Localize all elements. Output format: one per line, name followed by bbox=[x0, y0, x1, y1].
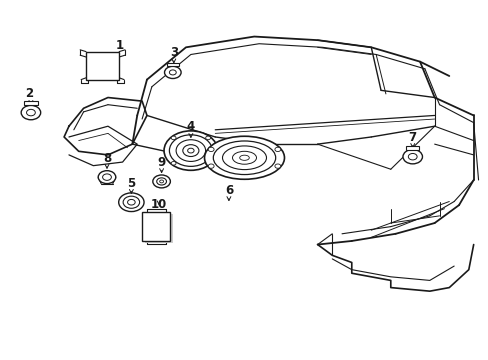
Bar bbox=[166, 63, 178, 66]
Circle shape bbox=[159, 180, 163, 183]
Bar bbox=[145, 214, 173, 243]
Ellipse shape bbox=[239, 155, 249, 160]
Circle shape bbox=[26, 109, 35, 116]
Circle shape bbox=[205, 136, 210, 140]
Bar bbox=[24, 101, 38, 105]
Bar bbox=[142, 212, 170, 241]
Circle shape bbox=[187, 148, 194, 153]
Bar bbox=[86, 51, 119, 80]
Text: 6: 6 bbox=[224, 184, 233, 197]
Circle shape bbox=[208, 164, 214, 168]
Circle shape bbox=[169, 70, 176, 75]
Text: 9: 9 bbox=[157, 156, 165, 169]
Text: 4: 4 bbox=[186, 121, 195, 134]
Circle shape bbox=[127, 199, 135, 205]
Circle shape bbox=[157, 178, 166, 185]
Text: 5: 5 bbox=[127, 177, 135, 190]
Circle shape bbox=[148, 217, 151, 219]
Circle shape bbox=[205, 162, 210, 165]
Circle shape bbox=[98, 171, 116, 184]
Ellipse shape bbox=[213, 141, 275, 175]
Circle shape bbox=[274, 164, 280, 168]
Text: 1: 1 bbox=[116, 39, 124, 52]
Circle shape bbox=[183, 145, 199, 157]
Text: 2: 2 bbox=[25, 87, 33, 100]
Text: 10: 10 bbox=[151, 198, 167, 211]
Circle shape bbox=[274, 147, 280, 152]
Circle shape bbox=[160, 217, 163, 219]
Circle shape bbox=[21, 105, 41, 120]
Circle shape bbox=[160, 233, 163, 235]
Circle shape bbox=[407, 153, 416, 160]
Circle shape bbox=[171, 162, 176, 165]
Circle shape bbox=[123, 196, 140, 208]
Circle shape bbox=[208, 147, 214, 152]
Circle shape bbox=[102, 174, 111, 180]
Circle shape bbox=[153, 175, 170, 188]
Circle shape bbox=[171, 136, 176, 140]
Text: 3: 3 bbox=[169, 46, 178, 59]
Bar bbox=[406, 145, 418, 149]
Ellipse shape bbox=[222, 146, 266, 170]
Circle shape bbox=[169, 135, 212, 166]
Text: 7: 7 bbox=[408, 131, 416, 144]
Circle shape bbox=[402, 149, 422, 164]
Circle shape bbox=[176, 140, 205, 161]
Circle shape bbox=[160, 225, 163, 227]
Circle shape bbox=[164, 66, 181, 78]
Circle shape bbox=[119, 193, 144, 212]
Ellipse shape bbox=[204, 136, 284, 179]
Ellipse shape bbox=[232, 151, 256, 164]
Text: 8: 8 bbox=[102, 152, 111, 165]
Circle shape bbox=[148, 225, 151, 227]
Circle shape bbox=[163, 131, 217, 170]
Circle shape bbox=[148, 233, 151, 235]
